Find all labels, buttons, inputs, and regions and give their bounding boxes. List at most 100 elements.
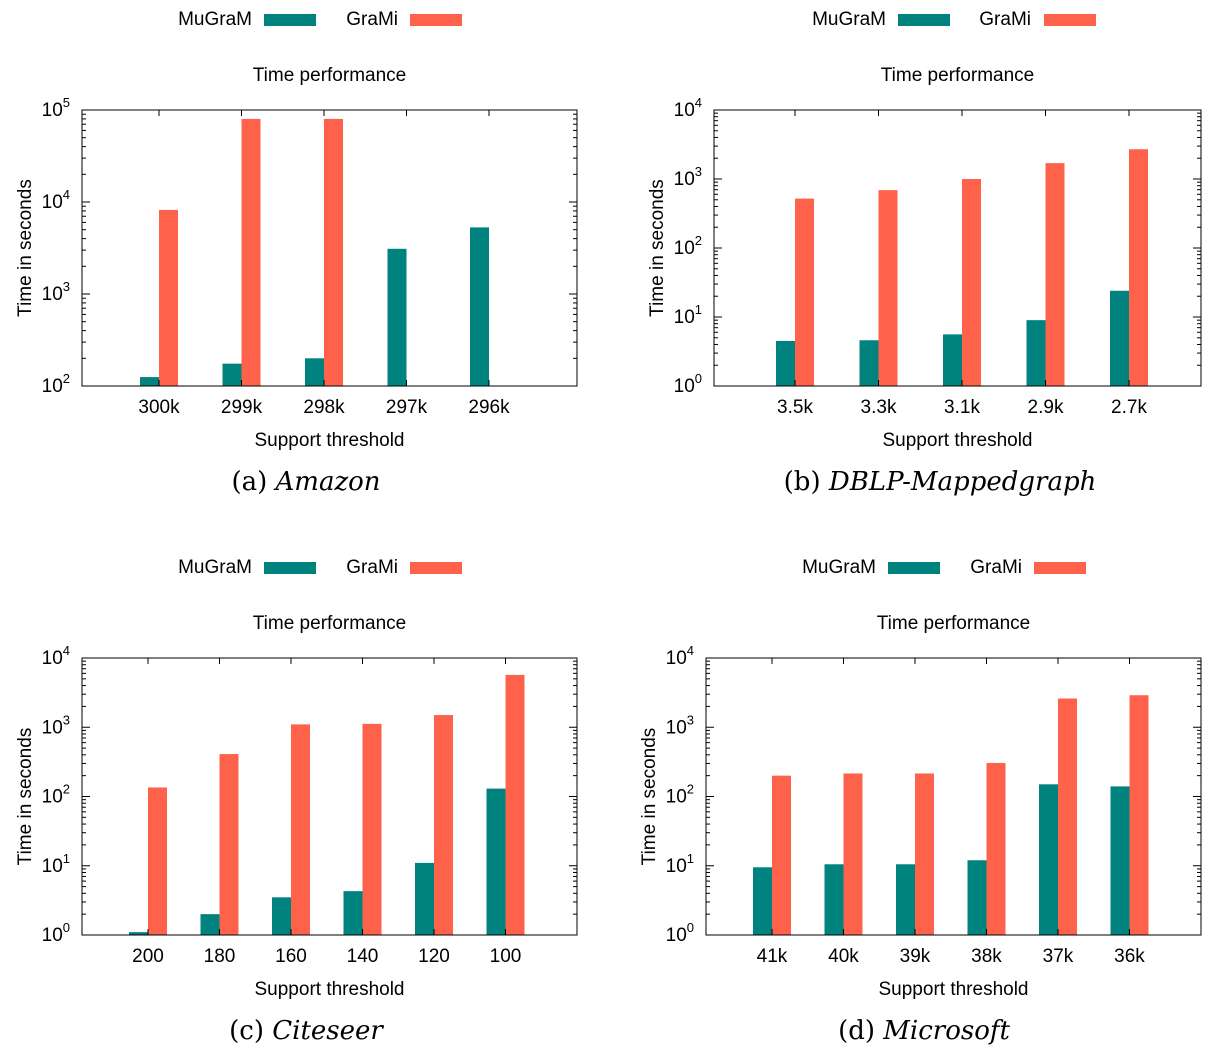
legend-label-grami: GraMi bbox=[979, 9, 1031, 30]
y-tick-label: 104 bbox=[42, 187, 70, 213]
panel-caption: (b) DBLP-Mappedgraph bbox=[784, 467, 1097, 497]
chart-panel-2: MuGraM GraMi Time performance 3.5k 3.3k 3.1k 2… bbox=[647, 9, 1202, 497]
bar-mugram-3.1k bbox=[943, 334, 962, 386]
bar-mugram-299k bbox=[222, 363, 242, 386]
bar-grami-140 bbox=[362, 723, 382, 935]
x-tick-label: 160 bbox=[275, 946, 307, 967]
bar-grami-38k bbox=[986, 762, 1006, 935]
chart-title: Time performance bbox=[253, 65, 406, 86]
x-tick-label: 296k bbox=[468, 397, 510, 418]
bar-grami-41k bbox=[772, 775, 791, 935]
chart-title: Time performance bbox=[881, 65, 1034, 86]
x-tick-label: 37k bbox=[1043, 946, 1074, 967]
y-axis-label: Time in seconds bbox=[15, 179, 36, 317]
x-axis-label: Support threshold bbox=[883, 430, 1033, 451]
legend-label-mugram: MuGraM bbox=[812, 9, 886, 30]
x-tick-label: 2.7k bbox=[1111, 397, 1147, 418]
bar-mugram-160 bbox=[272, 897, 291, 935]
bar-grami-160 bbox=[291, 724, 310, 935]
y-tick-label: 103 bbox=[42, 712, 70, 738]
bar-mugram-100 bbox=[486, 788, 506, 935]
y-tick-label: 105 bbox=[42, 95, 70, 121]
x-tick-label: 298k bbox=[303, 397, 345, 418]
y-tick-label: 104 bbox=[666, 643, 694, 669]
x-tick-label: 40k bbox=[828, 946, 859, 967]
y-tick-label: 101 bbox=[42, 851, 70, 877]
bar-mugram-180 bbox=[200, 914, 220, 935]
x-tick-label: 120 bbox=[418, 946, 450, 967]
bar-mugram-297k bbox=[387, 248, 407, 386]
y-tick-label: 102 bbox=[42, 782, 70, 808]
bar-mugram-3.3k bbox=[859, 340, 879, 386]
bar-mugram-300k bbox=[140, 377, 159, 386]
bar-mugram-40k bbox=[824, 864, 844, 935]
bar-mugram-120 bbox=[415, 862, 434, 935]
chart-title: Time performance bbox=[253, 613, 406, 634]
bar-grami-300k bbox=[159, 209, 178, 386]
bar-grami-36k bbox=[1129, 695, 1149, 935]
x-tick-label: 2.9k bbox=[1028, 397, 1064, 418]
y-axis-label: Time in seconds bbox=[15, 728, 36, 866]
bar-grami-299k bbox=[241, 118, 261, 387]
legend-label-mugram: MuGraM bbox=[178, 557, 252, 578]
y-tick-label: 102 bbox=[42, 371, 70, 397]
y-axis-label: Time in seconds bbox=[647, 179, 668, 317]
bar-grami-2.7k bbox=[1129, 149, 1148, 386]
legend-label-grami: GraMi bbox=[970, 557, 1022, 578]
x-axis-label: Support threshold bbox=[255, 430, 405, 451]
bar-mugram-3.5k bbox=[776, 340, 795, 386]
bar-grami-298k bbox=[324, 118, 343, 387]
bar-grami-100 bbox=[505, 674, 525, 935]
x-tick-label: 200 bbox=[132, 946, 164, 967]
bar-grami-2.9k bbox=[1045, 163, 1065, 386]
bar-mugram-140 bbox=[343, 891, 363, 935]
bar-grami-40k bbox=[843, 773, 863, 935]
y-tick-label: 103 bbox=[666, 712, 694, 738]
legend-swatch-mugram bbox=[264, 562, 316, 574]
bar-grami-120 bbox=[434, 715, 453, 935]
legend-label-mugram: MuGraM bbox=[178, 9, 252, 30]
x-tick-label: 36k bbox=[1114, 946, 1145, 967]
chart-panel-1: MuGraM GraMi Time performance 300k 299k 298k 2… bbox=[15, 9, 578, 497]
y-tick-label: 104 bbox=[674, 95, 702, 121]
x-tick-label: 3.1k bbox=[944, 397, 980, 418]
y-tick-label: 100 bbox=[42, 920, 70, 946]
x-tick-label: 39k bbox=[900, 946, 931, 967]
panel-caption: (a) Amazon bbox=[231, 467, 380, 497]
x-tick-label: 41k bbox=[757, 946, 788, 967]
y-axis-label: Time in seconds bbox=[639, 728, 660, 866]
x-tick-label: 140 bbox=[347, 946, 379, 967]
legend-swatch-grami bbox=[410, 562, 462, 574]
y-tick-label: 103 bbox=[42, 279, 70, 305]
x-tick-label: 100 bbox=[490, 946, 522, 967]
legend-label-grami: GraMi bbox=[346, 557, 398, 578]
x-tick-label: 297k bbox=[386, 397, 428, 418]
legend-label-grami: GraMi bbox=[346, 9, 398, 30]
bar-mugram-2.7k bbox=[1110, 290, 1129, 386]
y-tick-label: 102 bbox=[674, 233, 702, 259]
panel-caption: (d) Microsoft bbox=[838, 1016, 1010, 1046]
legend-swatch-grami bbox=[1044, 14, 1096, 26]
x-axis-label: Support threshold bbox=[255, 979, 405, 1000]
bar-mugram-2.9k bbox=[1026, 320, 1046, 386]
legend-swatch-mugram bbox=[898, 14, 950, 26]
bar-mugram-296k bbox=[470, 227, 489, 386]
legend-swatch-grami bbox=[410, 14, 462, 26]
x-tick-label: 299k bbox=[221, 397, 263, 418]
legend-label-mugram: MuGraM bbox=[802, 557, 876, 578]
plot-frame bbox=[81, 109, 578, 387]
x-tick-label: 3.3k bbox=[861, 397, 897, 418]
panel-caption: (c) Citeseer bbox=[229, 1016, 384, 1046]
y-tick-label: 101 bbox=[674, 302, 702, 328]
y-tick-label: 104 bbox=[42, 643, 70, 669]
bar-mugram-39k bbox=[896, 864, 915, 935]
x-tick-label: 3.5k bbox=[777, 397, 813, 418]
bar-mugram-200 bbox=[129, 932, 148, 935]
bar-grami-3.5k bbox=[795, 198, 814, 386]
y-tick-label: 100 bbox=[666, 920, 694, 946]
bar-mugram-37k bbox=[1039, 784, 1058, 935]
y-tick-label: 103 bbox=[674, 164, 702, 190]
x-axis-label: Support threshold bbox=[879, 979, 1029, 1000]
y-tick-label: 102 bbox=[666, 782, 694, 808]
